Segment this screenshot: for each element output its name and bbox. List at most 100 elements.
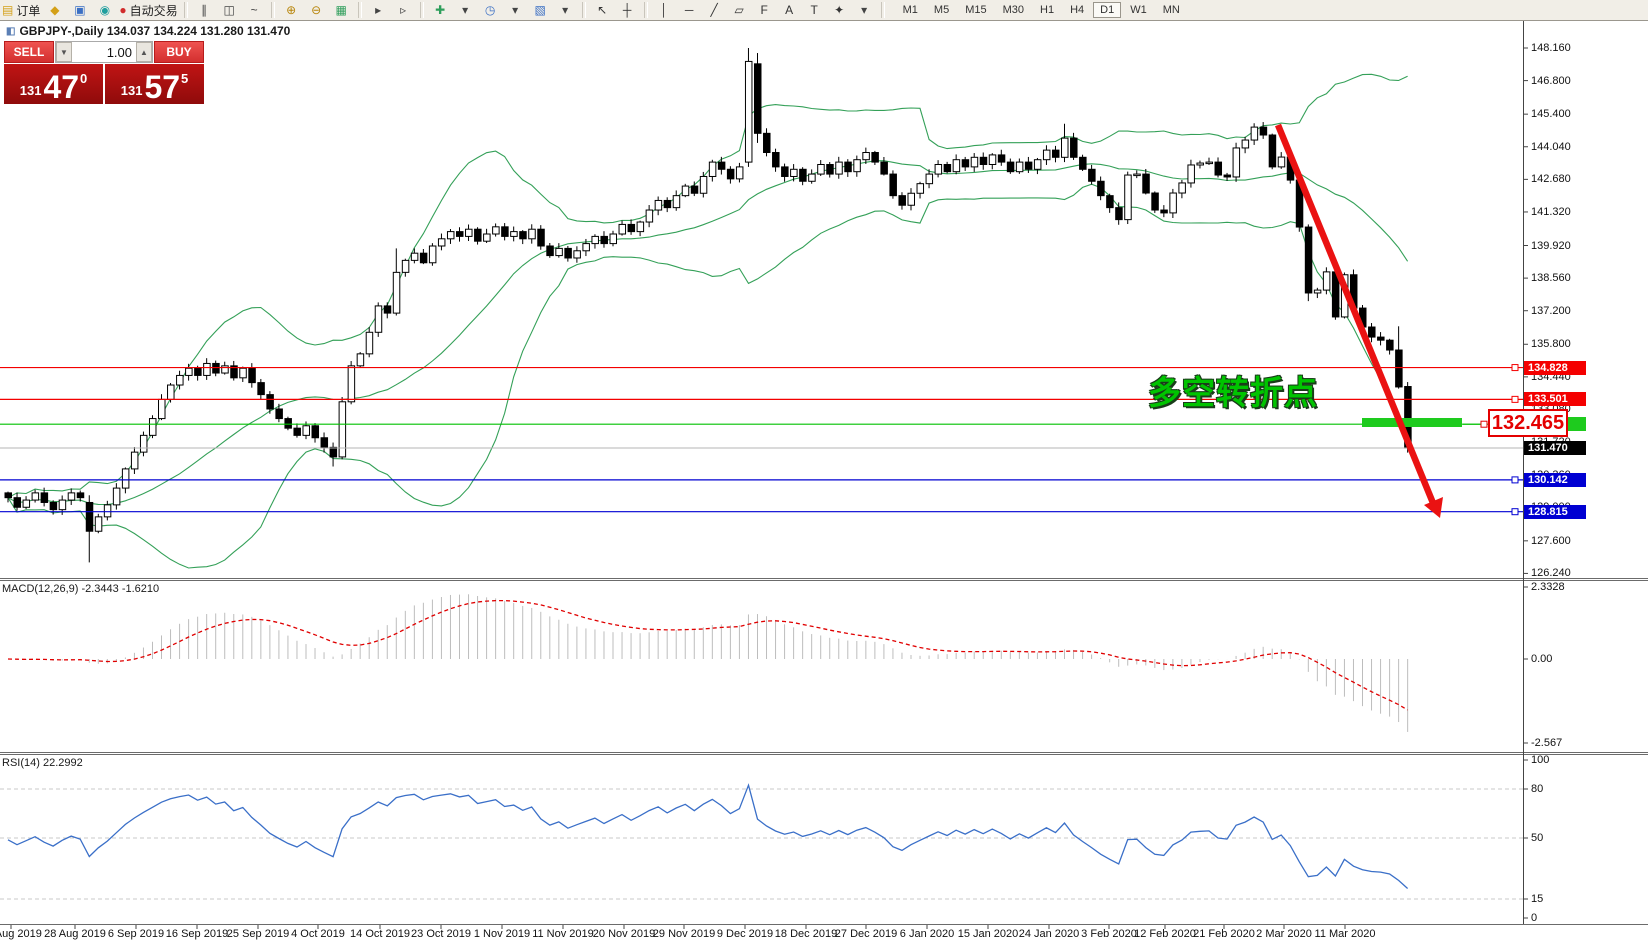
- level-price-tag: 133.501: [1524, 392, 1586, 407]
- timeframe-m1-button[interactable]: M1: [902, 4, 918, 16]
- date-axis-label: 18 Dec 2019: [774, 928, 838, 940]
- funds-icon-icon: ◆: [50, 3, 60, 17]
- zoom-out-icon: ⊖: [311, 3, 322, 17]
- indicator-axis-label: 0: [1531, 912, 1538, 924]
- profile-icon[interactable]: ▣: [67, 1, 92, 19]
- autotrading-button-label: 自动交易: [129, 3, 178, 18]
- periods-dropdown-icon[interactable]: ▾: [503, 1, 528, 19]
- buy-button[interactable]: BUY: [154, 41, 204, 63]
- indicator-axis-label: 80: [1531, 783, 1544, 795]
- buy-price[interactable]: 131 57 5: [105, 64, 204, 104]
- date-axis-label: 1 Nov 2019: [473, 928, 531, 940]
- sell-price-point: 0: [80, 71, 88, 86]
- new-chart-icon: ✚: [435, 3, 446, 17]
- date-axis-label: 4 Oct 2019: [291, 928, 345, 940]
- text-annotation[interactable]: 多空转折点: [1148, 374, 1318, 411]
- signals-icon-icon: ◉: [99, 3, 111, 17]
- line-chart-button[interactable]: ~: [242, 1, 267, 19]
- volume-input[interactable]: [72, 42, 136, 62]
- periods-button[interactable]: ◷: [478, 1, 503, 19]
- crosshair-icon: ┼: [622, 3, 632, 17]
- zoom-out-button[interactable]: ⊖: [304, 1, 329, 19]
- tile-windows-button[interactable]: ▦: [329, 1, 354, 19]
- timeframe-d1-button[interactable]: D1: [1093, 2, 1122, 18]
- templates-dropdown-icon-icon: ▾: [562, 3, 569, 17]
- vertical-line-button[interactable]: │: [652, 1, 677, 19]
- chart-shift-icon: ▹: [400, 3, 407, 17]
- current-price-tag: 131.470: [1524, 441, 1586, 456]
- timeframe-m30-button[interactable]: M30: [1002, 4, 1024, 16]
- sell-price-big-figure: 131: [19, 83, 42, 98]
- trendline-button[interactable]: ╱: [702, 1, 727, 19]
- arrows-dropdown-icon[interactable]: ▾: [852, 1, 877, 19]
- horizontal-line-button[interactable]: ─: [677, 1, 702, 19]
- toolbar-separator: [419, 2, 424, 18]
- volume-increase-button[interactable]: ▲: [136, 42, 152, 62]
- toolbar-separator: [183, 2, 188, 18]
- timeframe-mn-button[interactable]: MN: [1162, 4, 1180, 16]
- chart-symbol-icon: ◧: [6, 25, 16, 37]
- arrows-icon: ✦: [834, 3, 845, 17]
- arrows-button[interactable]: ✦: [827, 1, 852, 19]
- date-axis-label: 28 Aug 2019: [44, 928, 106, 940]
- buy-price-point: 5: [181, 71, 189, 86]
- timeframe-w1-button[interactable]: W1: [1130, 4, 1147, 16]
- level-price-tag: 134.828: [1524, 360, 1586, 375]
- date-axis-label: 14 Oct 2019: [350, 928, 410, 940]
- date-axis-label: 11 Mar 2020: [1314, 928, 1376, 940]
- bar-chart-icon: ∥: [201, 3, 208, 17]
- zoom-in-button[interactable]: ⊕: [279, 1, 304, 19]
- price-axis-label: 141.320: [1531, 205, 1571, 218]
- chart-canvas[interactable]: [0, 20, 1648, 947]
- down-trend-arrow[interactable]: [1274, 123, 1443, 518]
- price-axis-label: 138.560: [1531, 272, 1571, 285]
- timeframe-h1-button[interactable]: H1: [1040, 4, 1055, 16]
- orders-button[interactable]: ▤ 订单: [0, 1, 42, 19]
- sell-price[interactable]: 131 47 0: [4, 64, 103, 104]
- new-chart-button[interactable]: ✚: [428, 1, 453, 19]
- zoom-in-icon: ⊕: [286, 3, 297, 17]
- channel-icon: ▱: [734, 3, 744, 17]
- timeframe-m15-button[interactable]: M15: [965, 4, 987, 16]
- volume-decrease-button[interactable]: ▼: [56, 42, 72, 62]
- label-button[interactable]: T: [802, 1, 827, 19]
- text-button[interactable]: A: [777, 1, 802, 19]
- channel-button[interactable]: ▱: [727, 1, 752, 19]
- signals-icon[interactable]: ◉: [92, 1, 117, 19]
- auto-scroll-button[interactable]: ▸: [366, 1, 391, 19]
- date-axis-label: 19 Aug 2019: [0, 928, 42, 940]
- line-chart-icon: ~: [250, 3, 258, 17]
- level-price-tag: 130.142: [1524, 472, 1586, 487]
- price-axis-label: 126.240: [1531, 567, 1571, 580]
- date-axis-label: 2 Mar 2020: [1256, 928, 1312, 940]
- bar-chart-button[interactable]: ∥: [192, 1, 217, 19]
- date-axis-label: 3 Feb 2020: [1081, 928, 1137, 940]
- callout-anchor-icon: [1480, 420, 1488, 428]
- trade-panel-header: SELL ▼ ▲ BUY: [4, 41, 204, 63]
- auto-scroll-icon: ▸: [375, 3, 382, 17]
- periods-dropdown-icon-icon: ▾: [512, 3, 519, 17]
- toolbar-separator: [643, 2, 648, 18]
- templates-dropdown-icon[interactable]: ▾: [553, 1, 578, 19]
- price-axis-label: 145.400: [1531, 108, 1571, 121]
- cursor-button[interactable]: ↖: [590, 1, 615, 19]
- support-highlight-bar[interactable]: [1362, 418, 1462, 427]
- toolbar-separator: [880, 2, 885, 18]
- timeframe-h4-button[interactable]: H4: [1070, 4, 1085, 16]
- templates-button[interactable]: ▧: [528, 1, 553, 19]
- autotrading-button[interactable]: ● 自动交易: [117, 1, 179, 19]
- panel-frame: [0, 20, 1648, 929]
- sell-button[interactable]: SELL: [4, 41, 54, 63]
- price-callout-box[interactable]: 132.465: [1488, 409, 1568, 437]
- funds-icon[interactable]: ◆: [42, 1, 67, 19]
- fibonacci-button[interactable]: F: [752, 1, 777, 19]
- chart-shift-button[interactable]: ▹: [391, 1, 416, 19]
- crosshair-button[interactable]: ┼: [615, 1, 640, 19]
- vertical-line-icon: │: [660, 3, 668, 17]
- new-chart-dropdown-icon[interactable]: ▾: [453, 1, 478, 19]
- timeframe-m5-button[interactable]: M5: [933, 4, 950, 16]
- toolbar-separator: [357, 2, 362, 18]
- candlestick-chart-button[interactable]: ◫: [217, 1, 242, 19]
- buy-price-big-figure: 131: [120, 83, 143, 98]
